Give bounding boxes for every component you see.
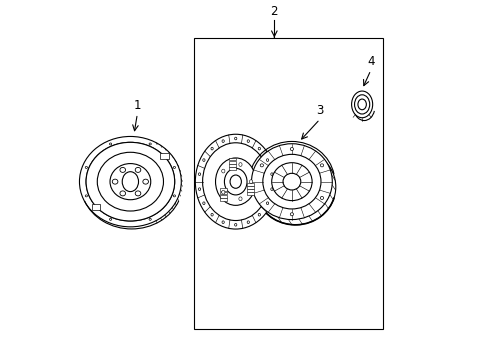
Ellipse shape: [270, 173, 272, 175]
Ellipse shape: [149, 143, 151, 145]
Bar: [220, 192, 226, 194]
Ellipse shape: [203, 202, 204, 204]
Ellipse shape: [238, 197, 242, 201]
Ellipse shape: [120, 167, 125, 172]
Ellipse shape: [109, 218, 111, 220]
Ellipse shape: [271, 163, 311, 201]
Bar: [229, 158, 236, 160]
Bar: [229, 167, 236, 170]
Bar: [247, 189, 254, 192]
Ellipse shape: [234, 137, 236, 140]
Bar: [229, 164, 236, 167]
Bar: [247, 186, 254, 189]
Bar: [91, 204, 100, 210]
Ellipse shape: [120, 191, 125, 196]
Ellipse shape: [203, 159, 204, 161]
Ellipse shape: [270, 188, 272, 190]
Ellipse shape: [198, 188, 200, 190]
Ellipse shape: [351, 91, 372, 118]
Bar: [247, 192, 254, 195]
Ellipse shape: [283, 173, 300, 190]
Ellipse shape: [249, 180, 252, 184]
Ellipse shape: [135, 167, 141, 172]
Ellipse shape: [246, 140, 249, 143]
Ellipse shape: [112, 179, 118, 184]
Text: 4: 4: [366, 55, 374, 68]
Ellipse shape: [222, 221, 224, 224]
Ellipse shape: [97, 152, 163, 211]
Ellipse shape: [85, 195, 87, 197]
Ellipse shape: [260, 164, 263, 167]
Ellipse shape: [173, 195, 175, 197]
Ellipse shape: [221, 169, 224, 173]
Ellipse shape: [354, 95, 369, 114]
Ellipse shape: [110, 163, 150, 200]
Ellipse shape: [258, 147, 260, 150]
Ellipse shape: [262, 154, 320, 209]
Ellipse shape: [198, 173, 200, 175]
Ellipse shape: [210, 213, 213, 216]
Ellipse shape: [229, 175, 241, 188]
Bar: [193, 38, 383, 329]
Ellipse shape: [290, 148, 293, 150]
Ellipse shape: [234, 224, 236, 226]
Bar: [247, 183, 254, 185]
Bar: [160, 153, 169, 159]
Ellipse shape: [357, 99, 366, 110]
Ellipse shape: [86, 142, 174, 221]
Ellipse shape: [258, 213, 260, 216]
Ellipse shape: [290, 213, 293, 216]
Ellipse shape: [210, 147, 213, 150]
Ellipse shape: [320, 164, 323, 167]
Ellipse shape: [173, 166, 175, 168]
Ellipse shape: [79, 136, 181, 227]
Ellipse shape: [109, 143, 111, 145]
Ellipse shape: [85, 166, 87, 168]
Ellipse shape: [122, 172, 138, 192]
Ellipse shape: [142, 179, 148, 184]
Bar: [220, 188, 226, 191]
Bar: [229, 161, 236, 163]
Ellipse shape: [255, 149, 335, 225]
Text: 1: 1: [133, 99, 141, 112]
Ellipse shape: [195, 134, 276, 229]
Ellipse shape: [86, 142, 174, 221]
Ellipse shape: [221, 190, 224, 194]
Ellipse shape: [149, 218, 151, 220]
Bar: [220, 195, 226, 198]
Ellipse shape: [266, 202, 268, 204]
Ellipse shape: [202, 143, 268, 221]
Ellipse shape: [224, 168, 246, 195]
Ellipse shape: [238, 163, 242, 166]
Ellipse shape: [320, 197, 323, 199]
Ellipse shape: [215, 158, 255, 205]
Bar: [220, 198, 226, 201]
Ellipse shape: [135, 191, 141, 196]
Ellipse shape: [246, 221, 249, 224]
Text: 3: 3: [316, 104, 323, 117]
Ellipse shape: [251, 144, 332, 220]
Ellipse shape: [266, 159, 268, 161]
Ellipse shape: [222, 140, 224, 143]
Text: 2: 2: [270, 5, 278, 18]
